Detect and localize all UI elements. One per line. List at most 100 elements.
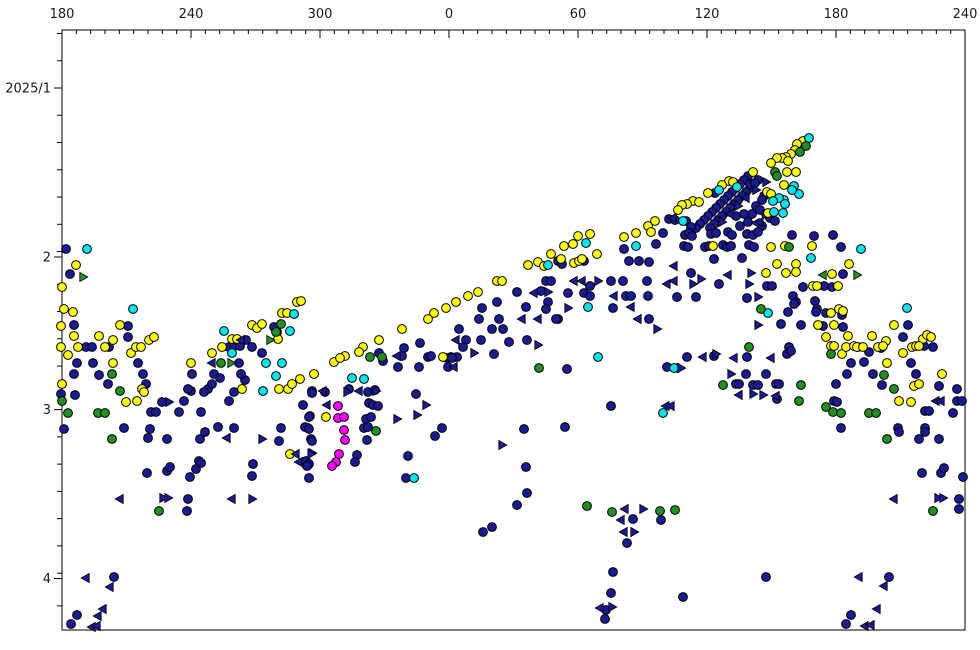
data-point-cyan-circle <box>409 473 419 483</box>
data-point-yellow-circle <box>791 167 801 177</box>
data-point-navy-triangle-right <box>939 492 949 504</box>
data-point-navy-dot <box>454 324 464 334</box>
data-point-cyan-circle <box>128 304 138 314</box>
data-point-navy-dot <box>644 314 654 324</box>
data-point-navy-triangle-left <box>226 493 236 505</box>
data-point-navy-dot <box>229 423 239 433</box>
data-point-navy-dot <box>151 407 161 417</box>
data-point-yellow-circle <box>782 167 792 177</box>
data-point-green-circle <box>216 358 226 368</box>
data-point-cyan-circle <box>732 182 742 192</box>
data-point-navy-dot <box>458 342 468 352</box>
x-tick-label: 0 <box>445 7 453 22</box>
data-point-navy-dot <box>447 353 457 363</box>
data-point-navy-triangle-left <box>391 350 401 362</box>
data-point-navy-dot <box>924 406 934 416</box>
data-point-green-circle <box>365 352 375 362</box>
data-point-navy-dot <box>224 396 234 406</box>
data-point-navy-dot <box>877 380 887 390</box>
data-point-yellow-circle <box>108 335 118 345</box>
data-point-yellow-circle <box>556 254 566 264</box>
data-point-navy-triangle-right <box>498 439 508 451</box>
data-point-navy-dot <box>761 572 771 582</box>
data-point-cyan-circle <box>271 371 281 381</box>
data-point-yellow-circle <box>546 249 556 259</box>
data-point-yellow-circle <box>761 268 771 278</box>
data-point-navy-dot <box>709 254 719 264</box>
data-point-navy-triangle-right <box>762 176 772 188</box>
data-point-green-circle <box>371 426 381 436</box>
data-point-yellow-circle <box>68 307 78 317</box>
data-point-yellow-circle <box>115 320 125 330</box>
data-point-yellow-circle <box>309 369 319 379</box>
data-point-navy-dot <box>796 320 806 330</box>
data-point-yellow-circle <box>937 369 947 379</box>
data-point-navy-dot <box>651 239 661 249</box>
data-point-yellow-circle <box>473 287 483 297</box>
data-point-navy-triangle-right <box>393 413 403 425</box>
data-point-navy-triangle-left <box>516 313 526 325</box>
data-point-navy-dot <box>737 253 747 263</box>
data-point-cyan-circle <box>678 216 688 226</box>
data-point-green-circle <box>826 349 836 359</box>
data-point-navy-dot <box>304 412 314 422</box>
data-point-cyan-circle <box>543 260 553 270</box>
data-point-green-circle <box>107 434 117 444</box>
data-point-navy-triangle-right <box>745 278 755 290</box>
data-point-navy-dot <box>489 349 499 359</box>
data-point-navy-triangle-left <box>724 208 734 220</box>
data-point-navy-dot <box>414 362 424 372</box>
data-point-yellow-circle <box>451 297 461 307</box>
data-point-navy-dot <box>747 209 757 219</box>
data-point-navy-dot <box>753 227 763 237</box>
data-point-navy-triangle-right <box>248 493 258 505</box>
data-point-navy-dot <box>727 230 737 240</box>
data-point-navy-dot <box>546 276 556 286</box>
data-point-navy-triangle-left <box>667 212 677 224</box>
data-point-navy-dot <box>903 320 913 330</box>
data-point-green-triangle-left <box>817 269 827 281</box>
data-point-navy-triangle-left <box>97 603 107 615</box>
data-point-cyan-circle <box>669 363 679 373</box>
plot-border <box>61 29 966 631</box>
data-point-navy-dot <box>229 387 239 397</box>
data-point-navy-triangle-right <box>413 409 423 421</box>
data-point-yellow-circle <box>694 197 704 207</box>
data-point-navy-dot <box>276 423 286 433</box>
data-point-navy-triangle-left <box>568 275 578 287</box>
data-point-navy-dot <box>487 324 497 334</box>
data-point-navy-dot <box>894 427 904 437</box>
data-point-navy-triangle-left <box>859 620 869 632</box>
data-point-navy-dot <box>551 314 561 324</box>
data-point-navy-dot <box>72 610 82 620</box>
data-point-navy-dot <box>69 320 79 330</box>
x-tick-label: 180 <box>824 7 849 22</box>
data-point-navy-triangle-left <box>770 390 780 402</box>
data-point-navy-dot <box>247 471 257 481</box>
data-point-green-circle <box>57 396 67 406</box>
data-point-navy-dot <box>138 369 148 379</box>
data-point-cyan-circle <box>82 244 92 254</box>
data-point-navy-triangle-right <box>372 385 382 397</box>
data-point-navy-triangle-left <box>853 571 863 583</box>
data-point-navy-dot <box>786 346 796 356</box>
data-point-navy-dot <box>798 282 808 292</box>
data-point-navy-dot <box>142 468 152 478</box>
data-point-cyan-circle <box>902 303 912 313</box>
data-point-navy-dot <box>109 572 119 582</box>
data-point-navy-dot <box>735 221 745 231</box>
data-point-navy-dot <box>643 291 653 301</box>
data-point-yellow-circle <box>772 259 782 269</box>
data-point-green-triangle-right <box>266 334 276 346</box>
data-point-cyan-circle <box>227 348 237 358</box>
x-tick-label: 120 <box>695 7 720 22</box>
data-point-yellow-circle <box>186 358 196 368</box>
data-point-navy-triangle-left <box>293 456 303 468</box>
data-point-navy-dot <box>606 588 616 598</box>
data-point-navy-dot <box>494 314 504 324</box>
data-point-navy-triangle-left <box>618 526 628 538</box>
data-point-navy-triangle-right <box>754 291 764 303</box>
data-point-navy-dot <box>162 434 172 444</box>
data-point-green-circle <box>655 506 665 516</box>
data-point-navy-dot <box>859 357 869 367</box>
